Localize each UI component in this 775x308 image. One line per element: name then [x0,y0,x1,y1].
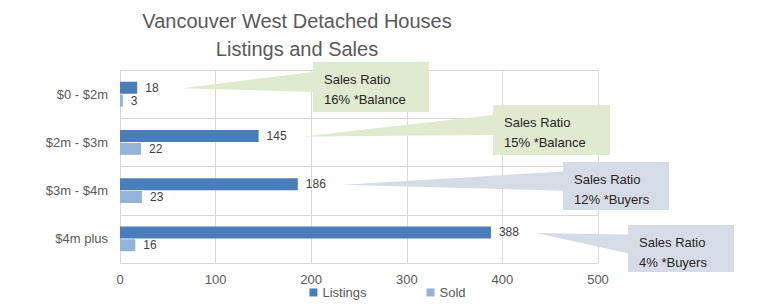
svg-text:0: 0 [116,272,123,287]
svg-text:16% *Balance: 16% *Balance [324,92,406,107]
svg-text:200: 200 [300,272,322,287]
svg-text:$2m - $3m: $2m - $3m [46,135,108,150]
svg-text:Listings and Sales: Listings and Sales [216,38,378,60]
svg-text:Sales Ratio: Sales Ratio [574,172,640,187]
svg-text:100: 100 [205,272,227,287]
svg-text:$4m plus: $4m plus [55,231,108,246]
svg-text:12% *Buyers: 12% *Buyers [574,192,650,207]
svg-text:145: 145 [267,129,287,143]
svg-text:3: 3 [131,94,138,108]
svg-text:15% *Balance: 15% *Balance [504,135,586,150]
svg-text:23: 23 [150,190,164,204]
svg-text:388: 388 [499,225,519,239]
svg-text:Sales Ratio: Sales Ratio [504,115,570,130]
svg-text:400: 400 [492,272,514,287]
svg-text:Sales Ratio: Sales Ratio [639,235,705,250]
svg-text:Listings: Listings [322,285,367,300]
svg-text:Vancouver West Detached Houses: Vancouver West Detached Houses [142,10,451,32]
svg-text:500: 500 [587,272,609,287]
svg-text:4% *Buyers: 4% *Buyers [639,255,707,270]
svg-text:300: 300 [396,272,418,287]
svg-text:16: 16 [143,238,157,252]
svg-text:186: 186 [306,177,326,191]
svg-text:Sold: Sold [440,285,466,300]
svg-text:22: 22 [149,142,163,156]
svg-text:18: 18 [145,81,159,95]
svg-text:Sales Ratio: Sales Ratio [324,72,390,87]
svg-text:$3m - $4m: $3m - $4m [46,183,108,198]
svg-text:$0 - $2m: $0 - $2m [57,87,108,102]
